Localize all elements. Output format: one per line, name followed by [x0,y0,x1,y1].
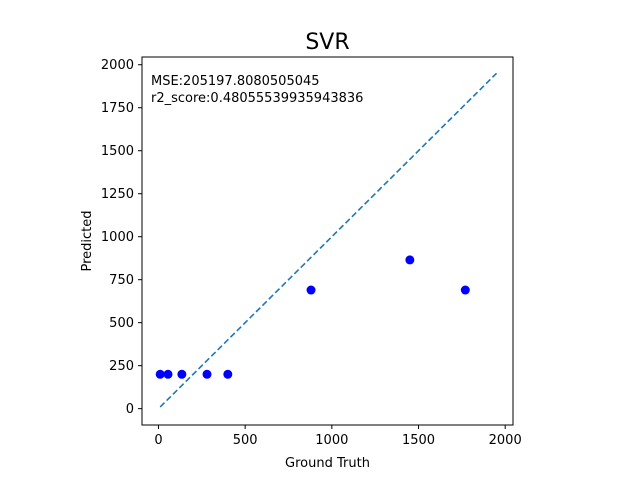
mse-annotation: MSE:205197.8080505045 [151,74,320,89]
x-tick-label: 1000 [315,433,348,448]
x-tick-label: 0 [154,433,162,448]
y-tick-label: 750 [109,273,134,288]
y-tick-label: 0 [126,402,134,417]
y-tick-label: 1500 [101,144,134,159]
scatter-point [155,369,165,379]
y-tick-label: 1250 [101,187,134,202]
scatter-point [163,369,173,379]
scatter-point [405,255,415,265]
identity-reference-line [159,72,498,408]
y-tick-label: 500 [109,316,134,331]
plot-frame [141,56,514,426]
scatter-point [306,285,316,295]
x-axis-label: Ground Truth [285,456,370,471]
x-tick-label: 2000 [489,433,522,448]
y-axis-label: Predicted [80,210,95,271]
y-tick-label: 1000 [101,230,134,245]
r2-annotation: r2_score:0.48055539935943836 [151,91,363,106]
y-tick-label: 250 [109,359,134,374]
scatter-point [177,369,187,379]
x-tick-label: 500 [233,433,258,448]
chart-title: SVR [305,30,349,55]
scatter-point [202,369,212,379]
x-axis: 0 500 1000 1500 2000 [154,425,522,448]
scatter-point [223,369,233,379]
y-tick-label: 2000 [101,58,134,73]
x-tick-label: 1500 [402,433,435,448]
y-tick-label: 1750 [101,101,134,116]
y-axis: 0 250 500 750 1000 1250 1500 1750 2000 [101,58,142,417]
scatter-point [460,285,470,295]
